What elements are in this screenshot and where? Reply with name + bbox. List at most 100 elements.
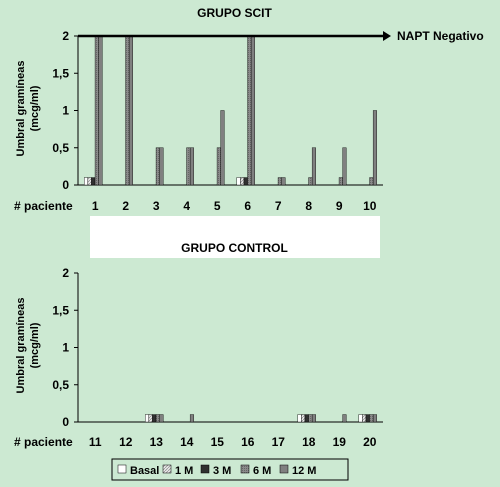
legend-swatch [117, 464, 127, 474]
bar [216, 147, 221, 186]
y-tick-label: 0 [62, 178, 69, 192]
y-tick-label: 1,5 [52, 66, 69, 80]
bar [311, 414, 316, 423]
chart-panel-2: GRUPO CONTROL 0 0,5 1 1,5 2 Umbral gramíneas (m… [14, 241, 383, 449]
bar [250, 35, 255, 186]
y-tick-label: 1 [62, 104, 69, 118]
bar [372, 110, 377, 186]
y-axis-label-line: (mcg/ml) [29, 85, 41, 131]
x-axis-label: # paciente [14, 199, 73, 213]
x-tick-label: 14 [180, 435, 194, 449]
bar [189, 147, 194, 186]
bar [98, 35, 103, 186]
bar [220, 110, 225, 186]
y-axis-label-line: Umbral gramíneas [15, 61, 27, 157]
separator-band [90, 216, 380, 258]
x-tick-label: 19 [333, 435, 347, 449]
y-tick-label: 1 [62, 341, 69, 355]
y-axis-label-line: Umbral gramíneas [15, 298, 27, 394]
legend-label: 6 M [253, 465, 271, 477]
bar [155, 414, 160, 423]
y-tick-label: 1,5 [52, 303, 69, 317]
x-tick-label: 16 [241, 435, 255, 449]
x-axis-label: # paciente [14, 435, 73, 449]
bar [338, 177, 343, 186]
x-tick-label: 6 [244, 199, 251, 213]
bar [358, 414, 363, 423]
y-tick-label: 0,5 [52, 378, 69, 392]
legend-swatch [200, 464, 210, 474]
x-tick-label: 12 [119, 435, 133, 449]
bar [308, 177, 313, 186]
bar [277, 177, 282, 186]
bar [301, 414, 306, 423]
bar [281, 177, 286, 186]
y-tick-label: 2 [62, 266, 69, 280]
chart-title: GRUPO SCIT [197, 6, 272, 20]
legend-label: 12 M [292, 465, 316, 477]
bar [240, 177, 245, 186]
threshold-annotation: NAPT Negativo [397, 29, 484, 43]
bar [159, 147, 164, 186]
bar [247, 35, 252, 186]
bar [308, 414, 313, 423]
y-axis-label: Umbral gramíneas (mcg/ml) [15, 298, 41, 394]
bar [84, 177, 89, 186]
x-tick-label: 10 [363, 199, 377, 213]
x-tick-label: 2 [122, 199, 129, 213]
bar [304, 414, 309, 423]
bar [94, 35, 99, 186]
legend-label: Basal [130, 465, 159, 477]
x-tick-label: 8 [305, 199, 312, 213]
bar [148, 414, 153, 423]
x-tick-label: 15 [211, 435, 225, 449]
bar [342, 147, 347, 186]
bar [311, 147, 316, 186]
bar [152, 414, 157, 423]
y-tick-label: 2 [62, 29, 69, 43]
x-tick-label: 17 [272, 435, 286, 449]
legend-swatch [279, 464, 289, 474]
bar [369, 177, 374, 186]
bar [243, 177, 248, 186]
y-axis-label: Umbral gramíneas (mcg/ml) [15, 61, 41, 157]
bar [87, 177, 92, 186]
y-tick-label: 0 [62, 415, 69, 429]
x-tick-label: 5 [214, 199, 221, 213]
bar [297, 414, 302, 423]
bar [365, 414, 370, 423]
bar [189, 414, 194, 423]
bar [91, 177, 96, 186]
legend-swatch [240, 464, 250, 474]
bar [342, 414, 347, 423]
chart-panel-1: GRUPO SCIT 0 0,5 1 1,5 2 Umbral gramíneas (mcg/… [14, 6, 484, 213]
bar [145, 414, 150, 423]
x-tick-label: 11 [89, 435, 102, 449]
x-tick-label: 18 [302, 435, 316, 449]
x-tick-label: 20 [363, 435, 377, 449]
bar [236, 177, 241, 186]
threshold-arrowhead [383, 31, 391, 41]
legend: Basal 1 M 3 M 6 M 12 M [111, 458, 349, 481]
bar [128, 35, 133, 186]
legend-label: 1 M [175, 465, 193, 477]
y-axis-label-line: (mcg/ml) [29, 322, 41, 368]
bar [372, 414, 377, 423]
bar [155, 147, 160, 186]
bar [186, 147, 191, 186]
x-tick-label: 1 [92, 199, 99, 213]
bar [362, 414, 367, 423]
x-tick-label: 3 [153, 199, 160, 213]
bar [369, 414, 374, 423]
y-tick-label: 0,5 [52, 141, 69, 155]
bar [125, 35, 130, 186]
x-tick-label: 7 [275, 199, 282, 213]
legend-box [111, 458, 349, 481]
bar [159, 414, 164, 423]
x-tick-label: 13 [150, 435, 164, 449]
x-tick-label: 9 [336, 199, 343, 213]
legend-swatch [162, 464, 172, 474]
legend-label: 3 M [213, 465, 231, 477]
x-tick-label: 4 [183, 199, 190, 213]
